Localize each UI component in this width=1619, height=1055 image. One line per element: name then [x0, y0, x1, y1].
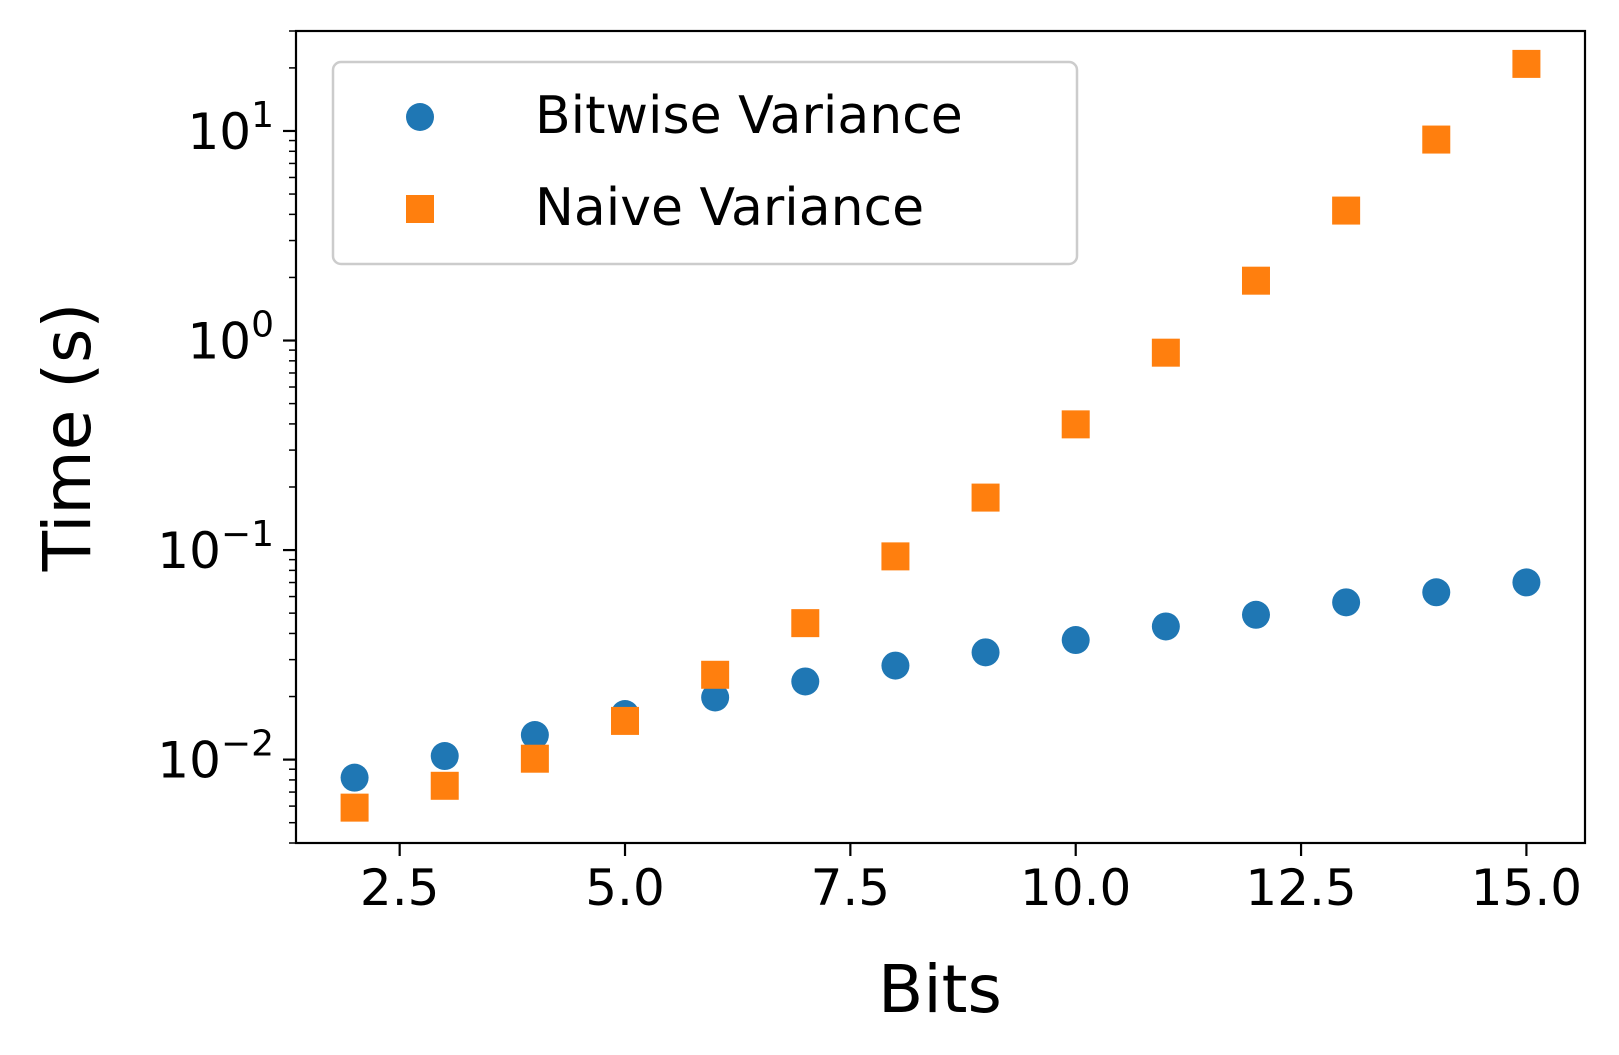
x-axis-ticks: 2.5 5.0 7.5 10.0 12.5 15.0 [360, 843, 1582, 917]
naive-variance-point [701, 660, 730, 689]
bitwise-variance-point [1151, 612, 1180, 641]
naive-variance-point [430, 771, 459, 800]
data-points [340, 49, 1541, 822]
bitwise-variance-point [1332, 588, 1361, 617]
y-tick-label: 10−2 [157, 724, 274, 790]
naive-variance-point [1512, 49, 1541, 78]
legend: Bitwise Variance Naive Variance [331, 60, 1079, 266]
naive-variance-point [1422, 125, 1451, 154]
y-axis-label: Time (s) [29, 303, 106, 572]
naive-variance-point [520, 744, 549, 773]
legend-label-bitwise: Bitwise Variance [535, 86, 963, 146]
bitwise-variance-point [1241, 600, 1270, 629]
legend-marker-bitwise [406, 103, 434, 131]
x-tick-label: 2.5 [360, 859, 440, 917]
bitwise-variance-point [971, 638, 1000, 667]
y-tick-label: 10−1 [157, 514, 274, 580]
legend-marker-naive [406, 195, 434, 223]
naive-variance-point [881, 542, 910, 571]
x-tick-label: 7.5 [811, 859, 891, 917]
bitwise-variance-point [1512, 568, 1541, 597]
bitwise-variance-point [1422, 578, 1451, 607]
x-tick-label: 5.0 [585, 859, 665, 917]
naive-variance-point [611, 706, 640, 735]
naive-variance-point [1241, 266, 1270, 295]
bitwise-variance-point [791, 667, 820, 696]
plot-frame [294, 29, 1587, 845]
bitwise-variance-point [701, 683, 730, 712]
naive-variance-point [1061, 410, 1090, 439]
x-tick-label: 15.0 [1471, 859, 1582, 917]
bitwise-variance-point [430, 742, 459, 771]
naive-variance-point [791, 609, 820, 638]
x-tick-label: 12.5 [1245, 859, 1356, 917]
bitwise-variance-point [520, 721, 549, 750]
naive-variance-point [340, 793, 369, 822]
legend-frame [331, 60, 1079, 266]
x-axis-label: Bits [878, 951, 1002, 1028]
x-tick-label: 10.0 [1020, 859, 1131, 917]
y-axis-ticks: 10−2 10−1 100 101 [157, 95, 296, 790]
y-tick-label: 100 [187, 305, 274, 371]
bitwise-variance-point [1061, 626, 1090, 655]
bitwise-variance-point [881, 651, 910, 680]
y-tick-label: 101 [187, 95, 274, 161]
naive-variance-point [971, 483, 1000, 512]
naive-variance-point [1332, 196, 1361, 225]
bitwise-variance-point [340, 763, 369, 792]
legend-label-naive: Naive Variance [535, 178, 924, 238]
naive-variance-point [1151, 338, 1180, 367]
y-minor-ticks [289, 30, 296, 844]
